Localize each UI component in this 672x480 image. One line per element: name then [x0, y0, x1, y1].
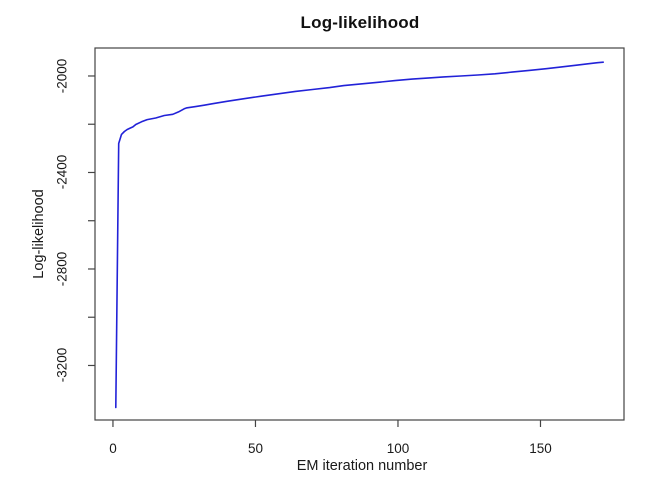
- y-tick-label: -2400: [54, 155, 70, 190]
- y-tick-label: -3200: [54, 348, 70, 383]
- x-tick-label: 100: [386, 441, 410, 456]
- x-tick-label: 50: [247, 441, 263, 456]
- x-axis-label: EM iteration number: [296, 458, 428, 474]
- chart-title: Log-likelihood: [300, 13, 420, 32]
- y-tick-label: -2000: [54, 58, 70, 94]
- y-axis-label: Log-likelihood: [31, 189, 47, 279]
- loglikelihood-curve: [115, 61, 605, 409]
- plot-box: [94, 47, 625, 421]
- x-tick-label: 0: [109, 441, 117, 456]
- x-tick-label: 150: [529, 441, 552, 456]
- y-tick-label: -2800: [54, 251, 70, 287]
